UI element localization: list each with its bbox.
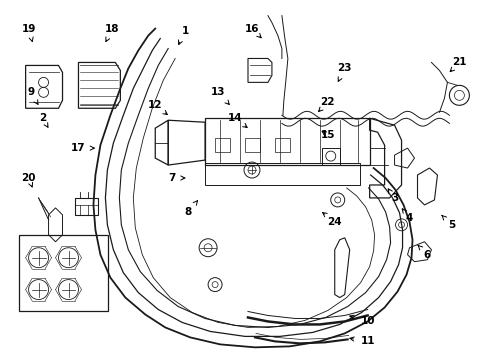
Text: 9: 9 — [27, 87, 38, 104]
Bar — [204, 118, 369, 165]
Text: 13: 13 — [210, 87, 229, 104]
Bar — [204, 163, 359, 185]
Text: 20: 20 — [21, 173, 36, 187]
Text: 16: 16 — [244, 24, 261, 38]
Text: 1: 1 — [178, 26, 188, 45]
Text: 15: 15 — [320, 130, 334, 140]
Text: 8: 8 — [184, 201, 197, 217]
Text: 10: 10 — [349, 315, 374, 327]
Text: 2: 2 — [39, 113, 48, 127]
Text: 7: 7 — [168, 173, 184, 183]
Text: 12: 12 — [148, 100, 167, 114]
Text: 22: 22 — [318, 97, 334, 112]
Bar — [321, 148, 339, 165]
Text: 19: 19 — [21, 24, 36, 41]
Text: 17: 17 — [71, 143, 94, 153]
Text: 3: 3 — [387, 189, 397, 203]
Text: 4: 4 — [402, 209, 412, 223]
Text: 21: 21 — [449, 58, 466, 72]
Bar — [19, 235, 108, 311]
Text: 14: 14 — [227, 113, 246, 127]
Text: 6: 6 — [417, 245, 430, 260]
Text: 23: 23 — [337, 63, 351, 81]
Text: 18: 18 — [105, 24, 120, 41]
Text: 24: 24 — [322, 212, 341, 227]
Text: 11: 11 — [349, 336, 374, 346]
Text: 5: 5 — [441, 215, 454, 230]
